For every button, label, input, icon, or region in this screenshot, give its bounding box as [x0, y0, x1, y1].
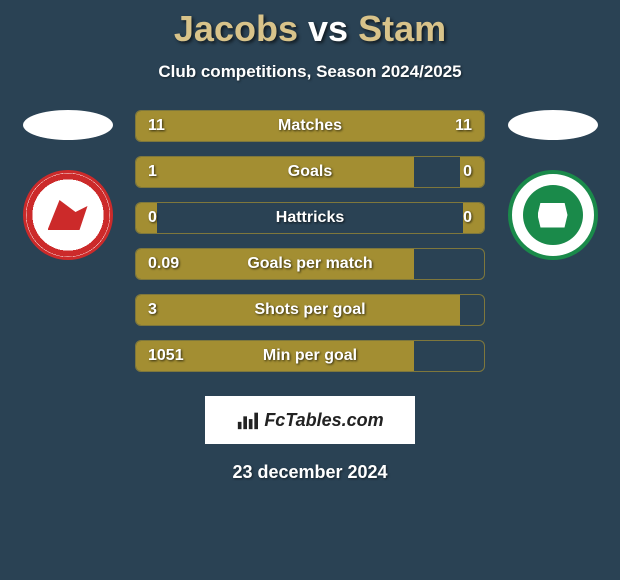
stat-value-left: 3 [148, 301, 157, 319]
stat-label: Matches [278, 117, 342, 135]
main-row: 11Matches111Goals00Hattricks00.09Goals p… [0, 110, 620, 372]
fctables-badge[interactable]: FcTables.com [205, 396, 415, 444]
stat-row: 0 Hattricks 0 [135, 202, 485, 234]
stat-value-left: 1051 [148, 347, 184, 365]
stat-value-left: 0 [148, 209, 157, 227]
player1-name: Jacobs [174, 8, 298, 49]
stat-value-left: 0.09 [148, 255, 179, 273]
left-column [15, 110, 120, 260]
right-column [500, 110, 605, 260]
stat-value-right: 0 [463, 163, 472, 181]
stats-bars: 11Matches111Goals00Hattricks00.09Goals p… [120, 110, 500, 372]
player1-silhouette [23, 110, 113, 140]
comparison-container: Jacobs vs Stam Club competitions, Season… [0, 0, 620, 483]
vs-separator: vs [308, 8, 348, 49]
player2-silhouette [508, 110, 598, 140]
badge-text: FcTables.com [264, 410, 383, 431]
stat-label: Goals per match [247, 255, 372, 273]
stat-label: Goals [288, 163, 332, 181]
subtitle: Club competitions, Season 2024/2025 [0, 62, 620, 82]
stat-row: 1051 Min per goal [135, 340, 485, 372]
stat-row: 0.09 Goals per match [135, 248, 485, 280]
date-text: 23 december 2024 [0, 462, 620, 483]
page-title: Jacobs vs Stam [0, 8, 620, 50]
chart-icon [236, 409, 258, 431]
club-logo-right [508, 170, 598, 260]
stat-value-right: 0 [463, 209, 472, 227]
stat-value-left: 1 [148, 163, 157, 181]
bar-left-fill [136, 157, 414, 187]
stat-label: Hattricks [276, 209, 344, 227]
stat-row: 1 Goals 0 [135, 156, 485, 188]
stat-label: Min per goal [263, 347, 357, 365]
stat-value-left: 11 [148, 117, 165, 135]
stat-row: 3 Shots per goal [135, 294, 485, 326]
stat-row: 11 Matches 11 [135, 110, 485, 142]
player2-name: Stam [358, 8, 446, 49]
club-logo-right-inner [523, 185, 583, 245]
club-logo-left [23, 170, 113, 260]
stat-value-right: 11 [455, 117, 472, 135]
stat-label: Shots per goal [254, 301, 365, 319]
